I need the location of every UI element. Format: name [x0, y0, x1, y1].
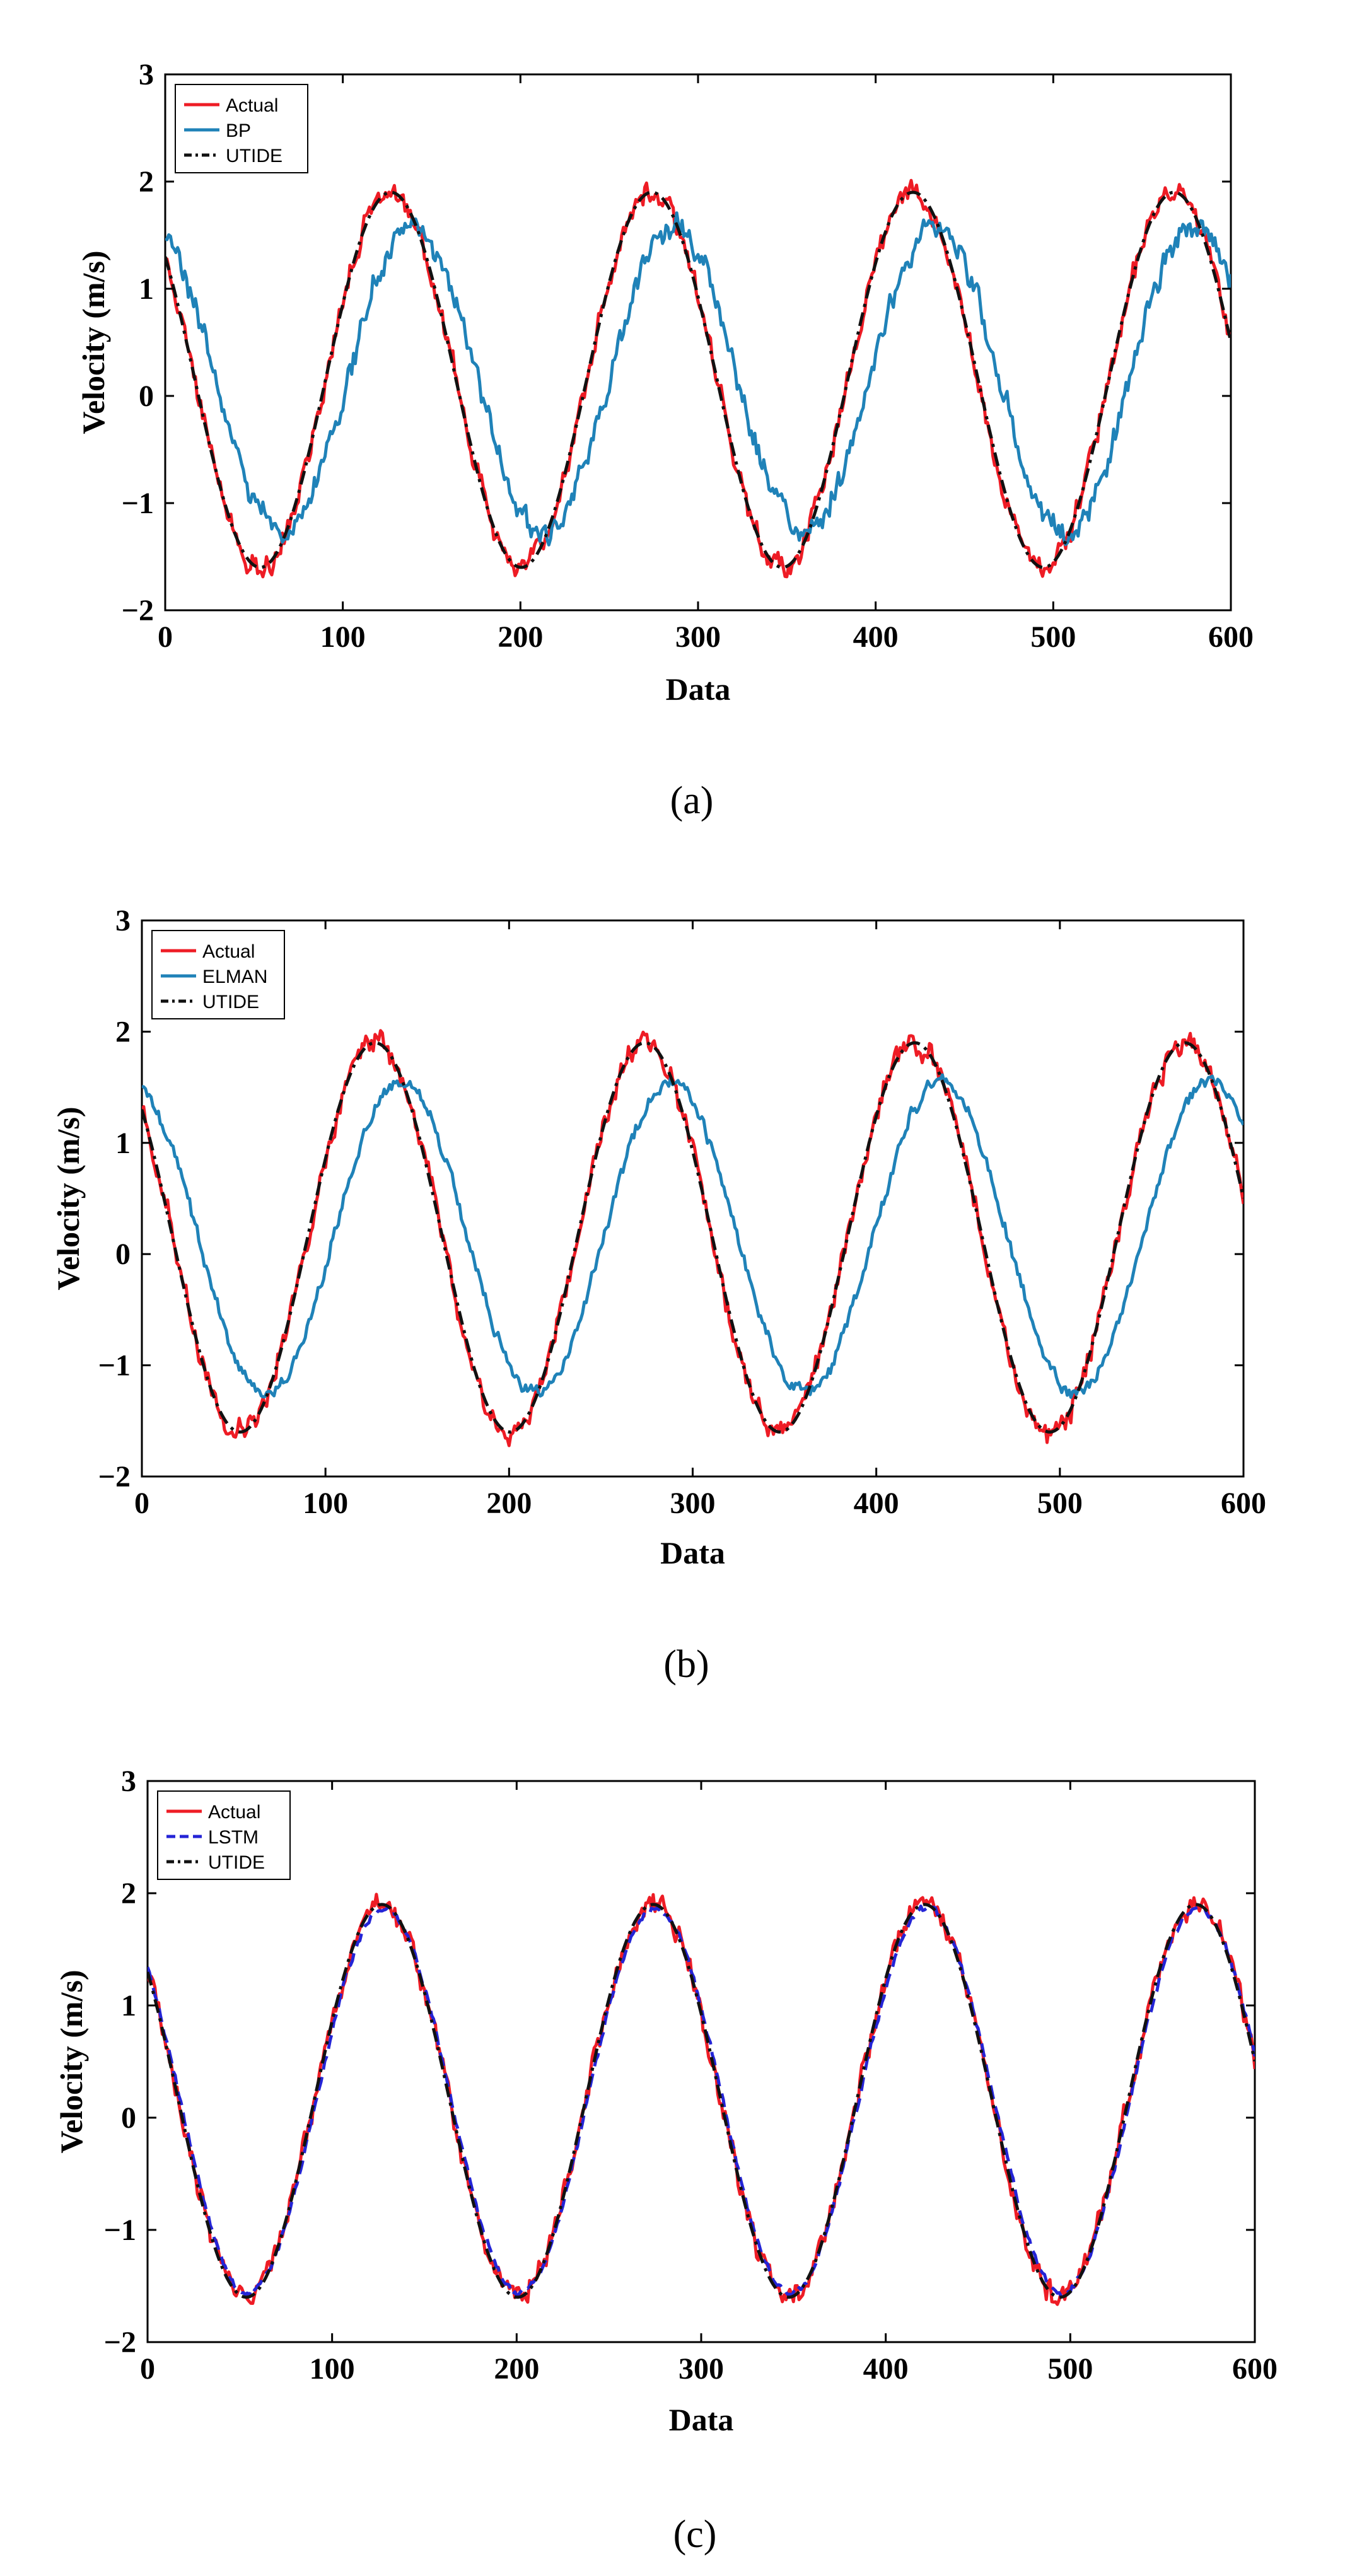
- x-tick-label: 200: [494, 2352, 539, 2386]
- series-line-utide: [148, 1903, 1255, 2299]
- y-tick-label: −1: [104, 2213, 136, 2247]
- legend-label-utide: UTIDE: [226, 146, 282, 166]
- chart-panel-b: 0 100 200 300 400 500 600 −2 −1 0 1 2 3 Data Velocity …: [50, 904, 1266, 1686]
- y-axis-label: Velocity (m/s): [76, 250, 111, 434]
- x-tick-label: 500: [1037, 1487, 1083, 1520]
- y-axis-label: Velocity (m/s): [54, 1970, 89, 2153]
- y-tick-label: −2: [98, 1460, 131, 1494]
- y-tick-label: 0: [139, 380, 154, 413]
- x-tick-label: 0: [158, 620, 173, 654]
- legend-label-elman: ELMAN: [202, 966, 267, 987]
- x-tick-label: 400: [863, 2352, 909, 2386]
- x-tick-label: 400: [853, 620, 899, 654]
- y-tick-label: 2: [139, 165, 154, 199]
- x-tick-label: 300: [678, 2352, 724, 2386]
- x-tick-label: 500: [1030, 620, 1076, 654]
- series-line-bp: [165, 211, 1231, 547]
- legend-label-utide: UTIDE: [202, 992, 259, 1012]
- x-tick-label: 300: [675, 620, 721, 654]
- legend-label-actual: Actual: [202, 941, 255, 962]
- y-tick-label: 1: [139, 272, 154, 306]
- x-tick-label: 600: [1208, 620, 1254, 654]
- x-axis-label: Data: [669, 2402, 734, 2437]
- x-tick-label: 0: [134, 1487, 149, 1520]
- x-tick-label: 200: [498, 620, 543, 654]
- y-tick-label: −2: [104, 2326, 136, 2359]
- x-tick-label: 600: [1221, 1487, 1266, 1520]
- panel-caption: (c): [673, 2513, 717, 2556]
- x-tick-label: 400: [854, 1487, 899, 1520]
- panel-caption: (b): [663, 1643, 709, 1686]
- legend: Actual LSTM UTIDE: [157, 1790, 291, 1880]
- series-lines: [148, 1893, 1255, 2306]
- legend-label-actual: Actual: [226, 95, 278, 116]
- series-lines: [142, 1029, 1243, 1448]
- legend-label-lstm: LSTM: [208, 1827, 259, 1848]
- legend-label-utide: UTIDE: [208, 1852, 265, 1873]
- series-line-elman: [142, 1073, 1243, 1399]
- chart-panel-a: 0 100 200 300 400 500 600 −2 −1 0 1 2 3 Data Velocity …: [76, 58, 1254, 822]
- x-tick-label: 0: [140, 2352, 155, 2386]
- y-tick-label: 3: [115, 904, 131, 937]
- y-tick-label: 2: [121, 1877, 136, 1910]
- series-line-actual: [148, 1893, 1255, 2306]
- y-tick-label: 0: [121, 2101, 136, 2135]
- x-tick-label: 200: [486, 1487, 532, 1520]
- x-tick-label: 500: [1047, 2352, 1093, 2386]
- y-tick-label: −1: [122, 487, 154, 520]
- chart-panel-c: 0 100 200 300 400 500 600 −2 −1 0 1 2 3 Data Velocity …: [54, 1765, 1278, 2556]
- y-axis-label: Velocity (m/s): [50, 1106, 86, 1290]
- y-tick-label: 0: [115, 1238, 131, 1271]
- legend-label-actual: Actual: [208, 1802, 260, 1823]
- x-tick-label: 100: [320, 620, 366, 654]
- y-tick-label: 3: [121, 1765, 136, 1798]
- y-tick-label: 3: [139, 58, 154, 91]
- series-line-utide: [165, 190, 1231, 569]
- series-lines: [165, 178, 1231, 579]
- x-axis-label: Data: [666, 671, 731, 707]
- y-tick-label: 1: [121, 1989, 136, 2022]
- x-tick-label: 100: [303, 1487, 348, 1520]
- series-line-utide: [142, 1041, 1243, 1434]
- panel-caption: (a): [670, 779, 714, 822]
- x-tick-label: 100: [310, 2352, 355, 2386]
- series-line-actual: [142, 1029, 1243, 1448]
- legend-label-bp: BP: [226, 120, 251, 141]
- legend: Actual BP UTIDE: [175, 84, 308, 173]
- y-tick-label: 2: [115, 1015, 131, 1048]
- y-tick-label: −2: [122, 594, 154, 627]
- y-tick-label: −1: [98, 1349, 131, 1383]
- x-tick-label: 300: [670, 1487, 716, 1520]
- x-axis-label: Data: [660, 1535, 725, 1570]
- x-tick-label: 600: [1232, 2352, 1278, 2386]
- legend: Actual ELMAN UTIDE: [151, 930, 285, 1019]
- y-tick-label: 1: [115, 1127, 131, 1160]
